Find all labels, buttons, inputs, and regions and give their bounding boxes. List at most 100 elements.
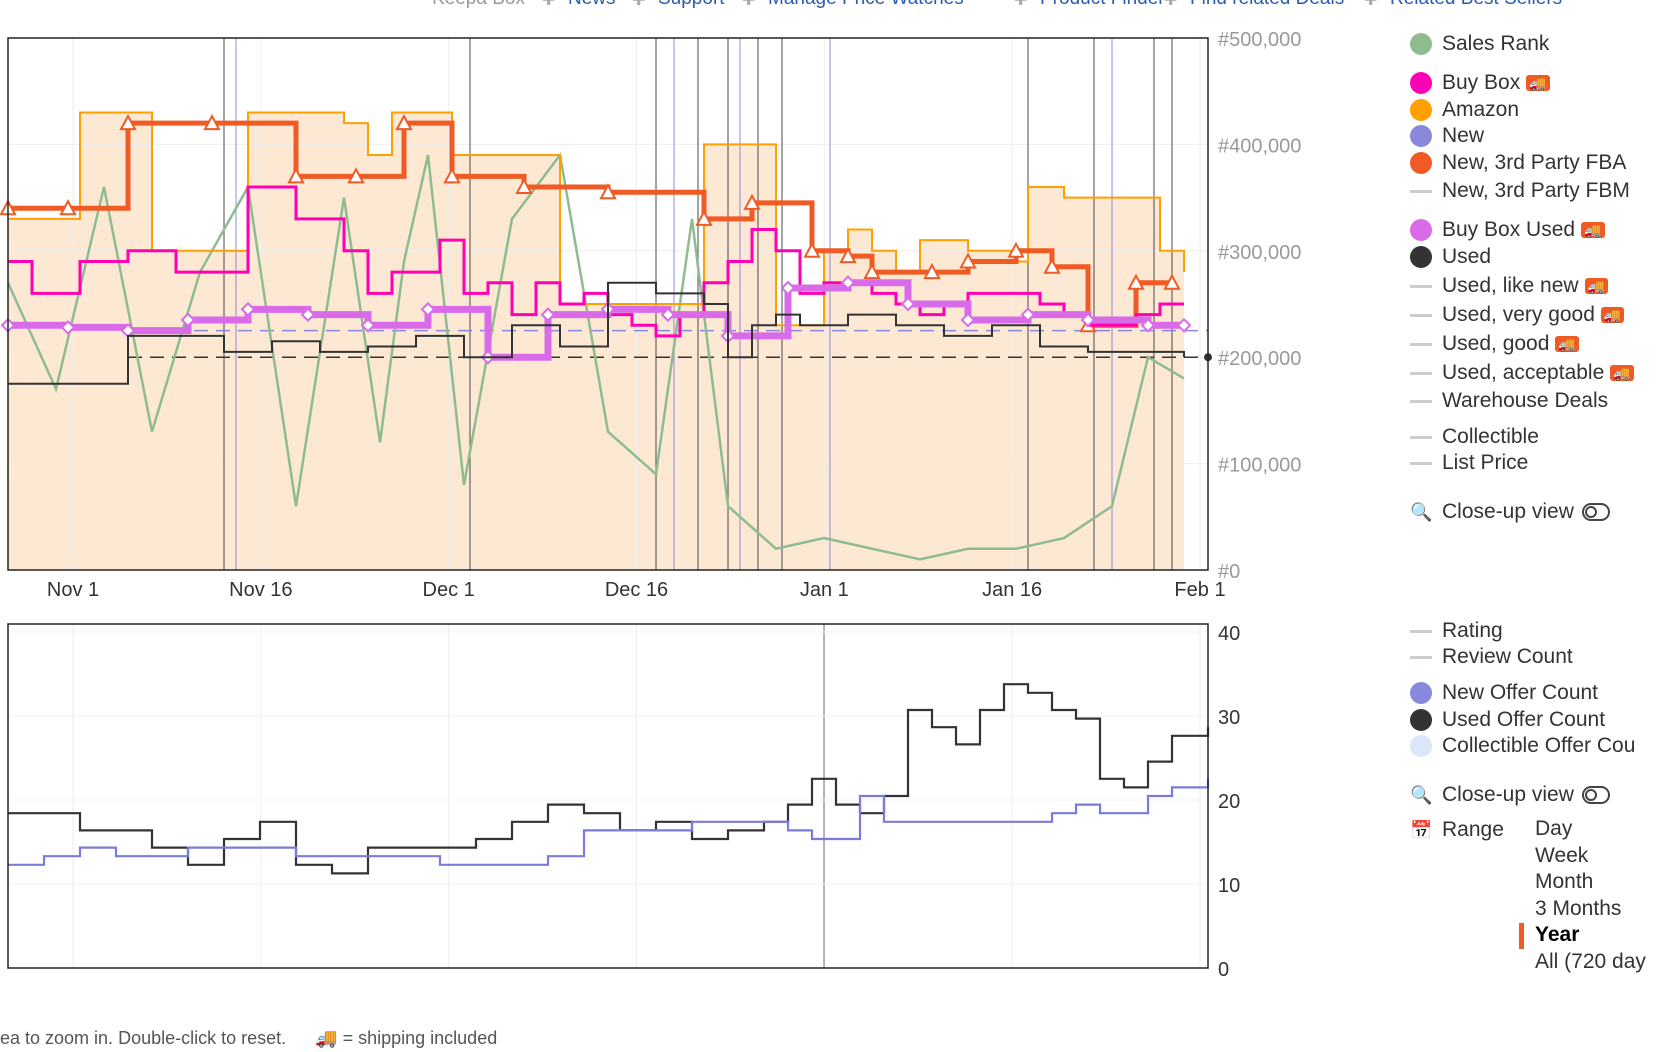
closeup-label: Close-up view xyxy=(1442,783,1574,806)
y-tick-label: #500,000 xyxy=(1218,29,1301,51)
legend-label: Amazon xyxy=(1442,98,1520,121)
legend-swatch xyxy=(1410,33,1432,56)
legend-item-new-3rd-party-fba[interactable]: New, 3rd Party FBA xyxy=(1410,150,1626,176)
x-tick-label: Dec 16 xyxy=(605,579,668,601)
range-label-row: 📅 Range xyxy=(1410,817,1504,843)
fba-price-marker xyxy=(1007,241,1025,258)
buy-box-used-marker xyxy=(360,317,376,333)
y-tick-label: #100,000 xyxy=(1218,455,1301,477)
legend-item-collectible[interactable]: Collectible xyxy=(1410,424,1539,450)
legend-item-new-offer-count[interactable]: New Offer Count xyxy=(1410,680,1598,706)
fba-price-marker xyxy=(119,114,137,131)
range-option-year[interactable]: Year xyxy=(1518,923,1580,949)
legend-item-collectible-offer-cou[interactable]: Collectible Offer Cou xyxy=(1410,733,1635,759)
buy-box-used-marker xyxy=(420,301,436,317)
legend-swatch xyxy=(1410,655,1432,659)
buy-box-used-marker xyxy=(180,312,196,328)
legend-item-review-count[interactable]: Review Count xyxy=(1410,644,1573,670)
charts-area[interactable]: Nov 1 Nov 16 Dec 1 Dec 16 Jan 1 Jan 16 Feb 1 #5… xyxy=(0,0,1400,1052)
legend-label: Buy Box xyxy=(1442,71,1521,94)
truck-icon: 🚚 xyxy=(1555,336,1579,353)
fba-price-marker xyxy=(599,183,617,200)
legend-item-amazon[interactable]: Amazon xyxy=(1410,97,1519,123)
used-series-line xyxy=(8,281,1185,385)
legend-item-rating[interactable]: Rating xyxy=(1410,618,1503,644)
range-option-month[interactable]: Month xyxy=(1535,870,1594,893)
legend-item-buy-box-used[interactable]: Buy Box Used 🚚 xyxy=(1410,217,1605,243)
legend-swatch xyxy=(1410,399,1432,403)
legend-item-used-offer-count[interactable]: Used Offer Count xyxy=(1410,707,1605,733)
fba-price-marker xyxy=(1043,257,1061,274)
legend-item-sales-rank[interactable]: Sales Rank xyxy=(1410,31,1549,57)
legend-item-warehouse-deals[interactable]: Warehouse Deals xyxy=(1410,388,1608,414)
y-tick-label: #200,000 xyxy=(1218,348,1301,370)
y-tick-label: 20 xyxy=(1218,791,1240,813)
closeup-view-toggle[interactable]: 🔍 Close-up view xyxy=(1410,499,1610,525)
legend-item-used-like-new[interactable]: Used, like new 🚚 xyxy=(1410,273,1608,299)
legend-swatch xyxy=(1410,152,1432,175)
legend-label: List Price xyxy=(1442,451,1529,474)
range-option-3-months[interactable]: 3 Months xyxy=(1535,896,1622,920)
buy-box-used-marker xyxy=(960,312,976,328)
legend-swatch xyxy=(1410,284,1432,288)
legend-label: New, 3rd Party FBM xyxy=(1442,179,1630,202)
toggle-icon[interactable] xyxy=(1581,786,1610,805)
legend-label: New Offer Count xyxy=(1442,681,1599,704)
search-icon: 🔍 xyxy=(1410,502,1433,522)
nav-link-keepa-box[interactable]: Keepa Box xyxy=(432,0,525,10)
fba-price-marker xyxy=(1163,273,1181,290)
closeup-view-toggle[interactable]: 🔍 Close-up view xyxy=(1410,782,1610,808)
legend-item-used[interactable]: Used xyxy=(1410,244,1491,270)
fba-price-marker xyxy=(1127,273,1145,290)
buy-box-used-marker xyxy=(900,296,916,312)
legend-item-list-price[interactable]: List Price xyxy=(1410,450,1528,476)
truck-icon: 🚚 xyxy=(1526,75,1550,92)
legend-swatch xyxy=(1410,435,1432,439)
plot-border xyxy=(7,37,1209,571)
legend-label: Used xyxy=(1442,245,1492,268)
buy-box-used-marker xyxy=(1176,317,1192,333)
nav-link-related-best-sellers[interactable]: Related Best Sellers xyxy=(1390,0,1562,10)
legend-item-buy-box[interactable]: Buy Box 🚚 xyxy=(1410,70,1550,96)
fba-price-marker xyxy=(347,167,365,184)
legend-label: Sales Rank xyxy=(1442,32,1550,55)
legend-swatch xyxy=(1410,72,1432,95)
y-tick-label: 10 xyxy=(1218,875,1240,897)
nav-separator-icon: ✚ xyxy=(632,0,646,9)
fba-price-marker xyxy=(443,167,461,184)
amazon-area-fill xyxy=(8,112,1184,570)
legend-item-new[interactable]: New xyxy=(1410,123,1484,149)
range-option-all-720-day[interactable]: All (720 day xyxy=(1535,949,1646,973)
legend-item-used-very-good[interactable]: Used, very good 🚚 xyxy=(1410,302,1625,328)
legend-label: Used, acceptable xyxy=(1442,361,1605,384)
nav-link-support[interactable]: Support xyxy=(658,0,725,10)
buy-box-used-marker xyxy=(1140,317,1156,333)
x-tick-label: Nov 1 xyxy=(47,579,99,601)
amazon-series-line xyxy=(8,111,1185,327)
plot-background xyxy=(8,624,1208,968)
legend-swatch xyxy=(1410,461,1432,465)
buy-box-used-marker xyxy=(240,301,256,317)
legend-swatch xyxy=(1410,371,1432,375)
truck-icon: 🚚 xyxy=(1581,222,1605,239)
new-offer-count-series-line xyxy=(8,778,1210,866)
legend-swatch xyxy=(1410,246,1432,269)
fba-price-marker xyxy=(839,247,857,264)
nav-link-news[interactable]: News xyxy=(568,0,616,10)
buy-box-used-marker xyxy=(60,319,76,335)
range-option-day[interactable]: Day xyxy=(1535,817,1573,840)
range-option-week[interactable]: Week xyxy=(1535,843,1589,867)
top-navigation: Keepa Box ✚ News ✚ Support ✚ Manage Price Watc… xyxy=(0,0,1657,14)
legend-swatch xyxy=(1410,189,1432,193)
toggle-icon[interactable] xyxy=(1581,503,1610,522)
legend-item-new-3rd-party-fbm[interactable]: New, 3rd Party FBM xyxy=(1410,178,1630,204)
nav-link-manage-price-watches[interactable]: Manage Price Watches xyxy=(768,0,964,10)
legend-item-used-good[interactable]: Used, good 🚚 xyxy=(1410,331,1579,357)
y-tick-label: 30 xyxy=(1218,707,1240,729)
footer-hint: ea to zoom in. Double-click to reset. 🚚 … xyxy=(0,1028,497,1049)
legend-swatch xyxy=(1410,99,1432,122)
legend-swatch xyxy=(1410,629,1432,633)
legend-item-used-acceptable[interactable]: Used, acceptable 🚚 xyxy=(1410,360,1634,386)
nav-link-find-related-deals[interactable]: Find related Deals xyxy=(1190,0,1344,10)
nav-link-product-finder[interactable]: Product Finder xyxy=(1040,0,1165,10)
